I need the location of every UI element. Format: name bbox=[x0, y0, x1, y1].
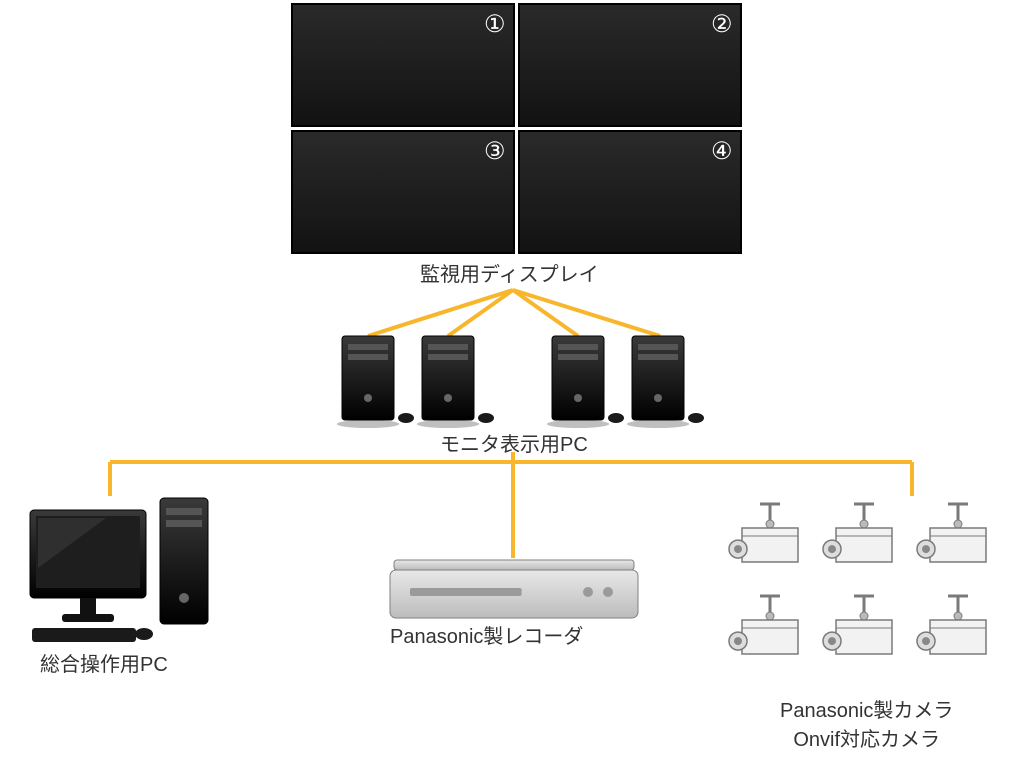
recorder bbox=[390, 560, 638, 618]
cameras-label: Panasonic製カメラ Onvif対応カメラ bbox=[780, 694, 953, 752]
camera-1 bbox=[729, 504, 798, 562]
display-panel-2 bbox=[519, 4, 741, 126]
camera-2 bbox=[823, 504, 892, 562]
operator-pc-label: 総合操作用PC bbox=[40, 648, 168, 677]
display-wall bbox=[292, 4, 741, 253]
monitor-pc-2 bbox=[417, 336, 494, 428]
recorder-label: Panasonic製レコーダ bbox=[390, 620, 583, 649]
display-panel-1 bbox=[292, 4, 514, 126]
display-panel-number-3: ③ bbox=[484, 137, 506, 166]
cameras-label-line1: Panasonic製カメラ bbox=[780, 700, 953, 722]
display-panel-3 bbox=[292, 131, 514, 253]
display-panel-number-4: ④ bbox=[711, 137, 733, 166]
display-panel-4 bbox=[519, 131, 741, 253]
monitor-pcs bbox=[337, 336, 704, 428]
display-panel-number-2: ② bbox=[711, 10, 733, 39]
displays-label: 監視用ディスプレイ bbox=[420, 258, 599, 287]
display-panel-number-1: ① bbox=[484, 10, 506, 39]
monitor-pc-3 bbox=[547, 336, 624, 428]
monitor-pcs-label: モニタ表示用PC bbox=[440, 428, 588, 457]
recorder-icon bbox=[390, 560, 638, 618]
cameras bbox=[729, 504, 986, 654]
connection-lines bbox=[110, 290, 912, 558]
camera-3 bbox=[917, 504, 986, 562]
monitor-pc-4 bbox=[627, 336, 704, 428]
operator-workstation-icon bbox=[30, 498, 208, 642]
operator-pc bbox=[30, 498, 208, 642]
camera-4 bbox=[729, 596, 798, 654]
monitor-pc-1 bbox=[337, 336, 414, 428]
camera-6 bbox=[917, 596, 986, 654]
cameras-label-line2: Onvif対応カメラ bbox=[793, 729, 940, 751]
camera-5 bbox=[823, 596, 892, 654]
